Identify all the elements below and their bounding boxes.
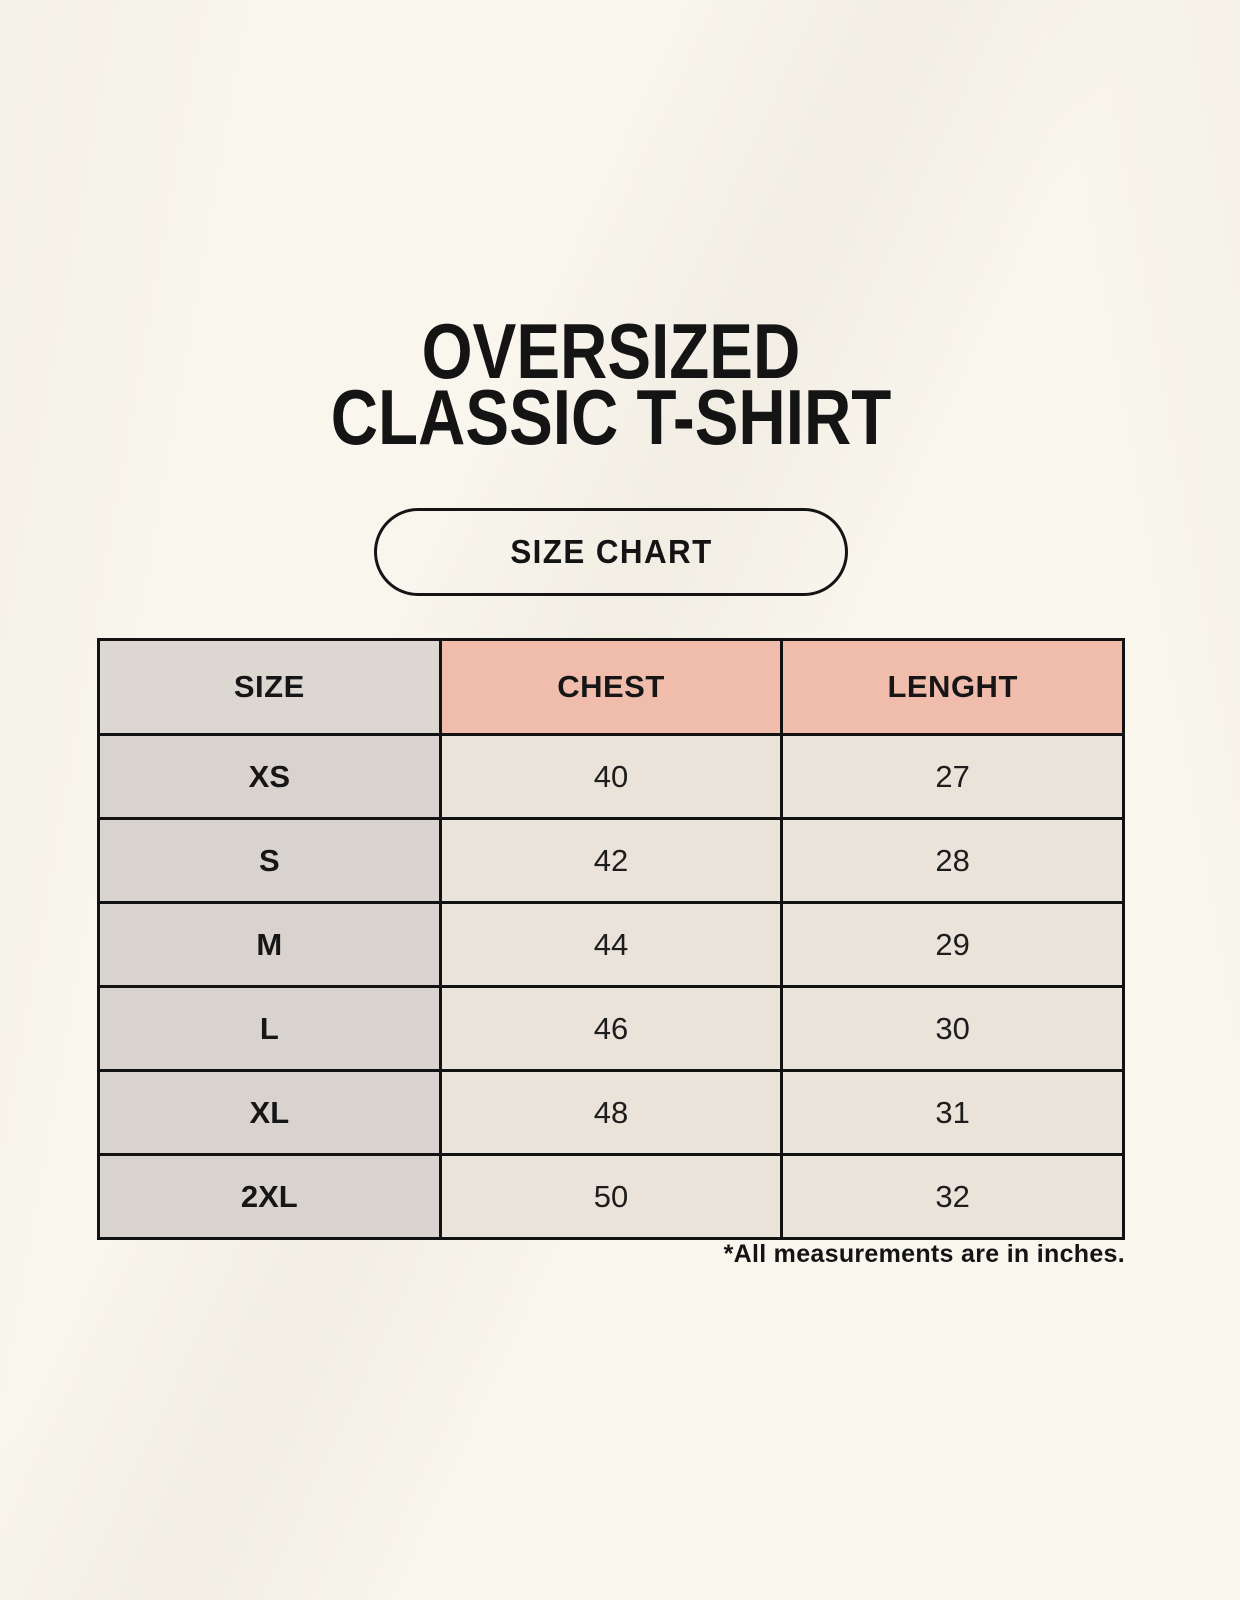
chest-cell: 48: [438, 1069, 784, 1156]
size-cell: L: [97, 985, 442, 1072]
column-header-size: SIZE: [97, 638, 442, 736]
column-header-length: LENGHT: [780, 638, 1125, 736]
size-cell: XS: [97, 733, 442, 820]
chest-cell: 40: [438, 733, 784, 820]
size-cell: S: [97, 817, 442, 904]
table-row: L 46 30: [97, 985, 1125, 1072]
size-cell: M: [97, 901, 442, 988]
length-cell: 28: [780, 817, 1125, 904]
length-cell: 27: [780, 733, 1125, 820]
table-row: XL 48 31: [97, 1069, 1125, 1156]
column-header-chest: CHEST: [438, 638, 784, 736]
product-title-line1: OVERSIZED: [421, 307, 801, 395]
size-cell: XL: [97, 1069, 442, 1156]
chest-cell: 50: [438, 1153, 784, 1240]
length-cell: 30: [780, 985, 1125, 1072]
product-title-line2: CLASSIC T-SHIRT: [330, 373, 892, 461]
length-cell: 31: [780, 1069, 1125, 1156]
table-row: S 42 28: [97, 817, 1125, 904]
measurements-footnote: *All measurements are in inches.: [723, 1240, 1125, 1268]
length-cell: 32: [780, 1153, 1125, 1240]
chest-cell: 44: [438, 901, 784, 988]
size-table: SIZE CHEST LENGHT XS 40 27 S 42 28 M 44 …: [97, 638, 1125, 1240]
size-chart-badge-label: SIZE CHART: [509, 533, 713, 570]
table-row: 2XL 50 32: [97, 1153, 1125, 1240]
length-cell: 29: [780, 901, 1125, 988]
product-title: OVERSIZED CLASSIC T-SHIRT: [179, 307, 1043, 461]
chest-cell: 42: [438, 817, 784, 904]
table-header-row: SIZE CHEST LENGHT: [97, 638, 1125, 736]
table-row: M 44 29: [97, 901, 1125, 988]
chest-cell: 46: [438, 985, 784, 1072]
size-chart-badge: SIZE CHART: [374, 508, 848, 596]
size-cell: 2XL: [97, 1153, 442, 1240]
table-row: XS 40 27: [97, 733, 1125, 820]
